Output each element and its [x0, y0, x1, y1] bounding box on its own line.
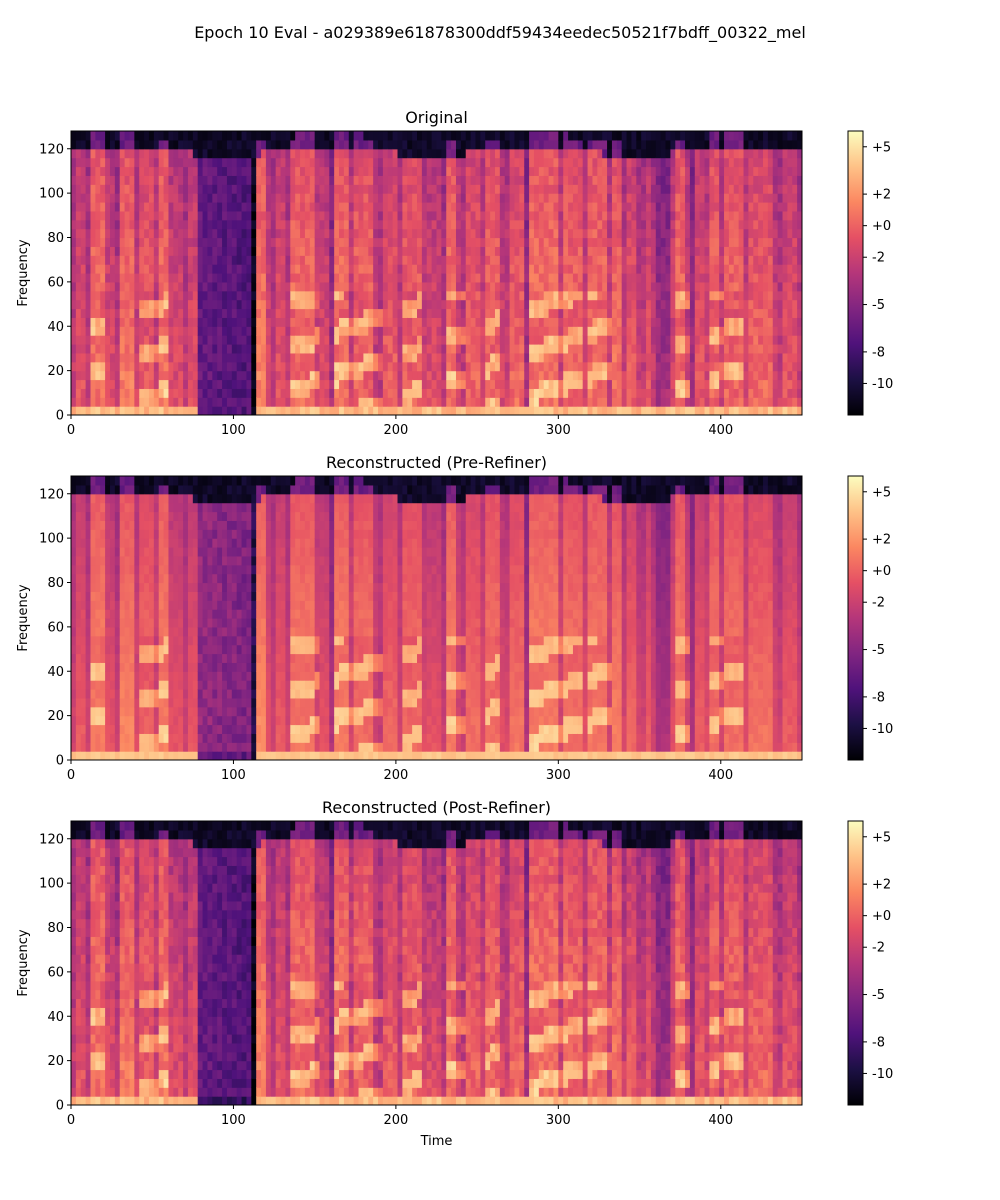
axes-frame	[70, 130, 803, 416]
spectrogram-heatmap	[71, 131, 802, 415]
y-tick-label: 100	[39, 532, 64, 547]
colorbar: +5 +2 +0 -2 -5 -8 -10	[847, 130, 893, 416]
colorbar: +5 +2 +0 -2 -5 -8 -10	[847, 475, 893, 761]
x-tick-label: 0	[67, 423, 75, 438]
colorbar-tick-label: +2	[872, 878, 891, 893]
x-tick-label: 0	[67, 768, 75, 783]
x-tick-label: 100	[221, 768, 246, 783]
y-tick-label: 40	[47, 1010, 64, 1025]
colorbar-tick-label: -2	[872, 251, 885, 266]
figure-suptitle: Epoch 10 Eval - a029389e61878300ddf59434…	[194, 23, 806, 43]
colorbar-tick-label: -8	[872, 345, 885, 360]
x-tick-label: 300	[546, 768, 571, 783]
colorbar-tick-label: +5	[872, 485, 891, 500]
y-tick-label: 120	[39, 142, 64, 157]
y-tick-label: 80	[47, 576, 64, 591]
axes-frame	[70, 820, 803, 1106]
colorbar-tick-label: +5	[872, 830, 891, 845]
y-tick-label: 20	[47, 1054, 64, 1069]
colorbar-tick-label: -2	[872, 941, 885, 956]
panel-3: Reconstructed (Post-Refiner)0 100 200 300 40…	[16, 798, 893, 1149]
y-tick-label: 120	[39, 487, 64, 502]
y-tick-label: 20	[47, 709, 64, 724]
x-tick-label: 200	[383, 1113, 408, 1128]
colorbar-tick-label: +0	[872, 564, 891, 579]
y-tick-label: 80	[47, 921, 64, 936]
panel-title: Original	[405, 108, 468, 127]
colorbar-tick-label: +2	[872, 533, 891, 548]
y-tick-label: 40	[47, 320, 64, 335]
y-tick-label: 0	[56, 1099, 64, 1114]
x-tick-label: 300	[546, 423, 571, 438]
spectrogram-heatmap	[71, 476, 802, 760]
x-tick-label: 0	[67, 1113, 75, 1128]
x-tick-label: 400	[708, 1113, 733, 1128]
x-tick-label: 400	[708, 423, 733, 438]
colorbar-tick-label: -8	[872, 1035, 885, 1050]
panel-1: Original 0 100 200 300 400 0 20 40 60 80 100 120 Freq…	[16, 108, 893, 438]
panel-title: Reconstructed (Post-Refiner)	[322, 798, 551, 817]
colorbar-gradient	[847, 820, 864, 1106]
y-tick-label: 120	[39, 832, 64, 847]
x-tick-label: 300	[546, 1113, 571, 1128]
x-tick-label: 400	[708, 768, 733, 783]
colorbar-tick-label: -10	[872, 722, 893, 737]
colorbar-tick-label: +0	[872, 909, 891, 924]
y-tick-label: 100	[39, 877, 64, 892]
y-tick-label: 60	[47, 275, 64, 290]
panel-title: Reconstructed (Pre-Refiner)	[326, 453, 547, 472]
panel-2: Reconstructed (Pre-Refiner)0 100 200 300 400…	[16, 453, 893, 783]
y-tick-label: 100	[39, 187, 64, 202]
colorbar-tick-label: +2	[872, 188, 891, 203]
colorbar-tick-label: -5	[872, 298, 885, 313]
axes-frame	[70, 475, 803, 761]
colorbar-tick-label: -5	[872, 988, 885, 1003]
y-axis-label: Frequency	[16, 929, 31, 996]
colorbar-gradient	[847, 130, 864, 416]
y-tick-label: 80	[47, 231, 64, 246]
x-tick-label: 200	[383, 768, 408, 783]
colorbar-tick-label: -5	[872, 643, 885, 658]
x-tick-label: 100	[221, 1113, 246, 1128]
colorbar-tick-label: -8	[872, 690, 885, 705]
y-tick-label: 60	[47, 965, 64, 980]
y-tick-label: 20	[47, 364, 64, 379]
spectrogram-heatmap	[71, 821, 802, 1105]
colorbar-gradient	[847, 475, 864, 761]
y-axis-label: Frequency	[16, 239, 31, 306]
y-axis-label: Frequency	[16, 584, 31, 651]
colorbar-tick-label: -2	[872, 596, 885, 611]
y-tick-label: 0	[56, 754, 64, 769]
x-tick-label: 100	[221, 423, 246, 438]
y-tick-label: 40	[47, 665, 64, 680]
colorbar: +5 +2 +0 -2 -5 -8 -10	[847, 820, 893, 1106]
colorbar-tick-label: +0	[872, 219, 891, 234]
x-tick-label: 200	[383, 423, 408, 438]
colorbar-tick-label: -10	[872, 377, 893, 392]
colorbar-tick-label: +5	[872, 140, 891, 155]
y-tick-label: 60	[47, 620, 64, 635]
y-tick-label: 0	[56, 409, 64, 424]
x-axis-label: Time	[420, 1134, 453, 1149]
colorbar-tick-label: -10	[872, 1067, 893, 1082]
